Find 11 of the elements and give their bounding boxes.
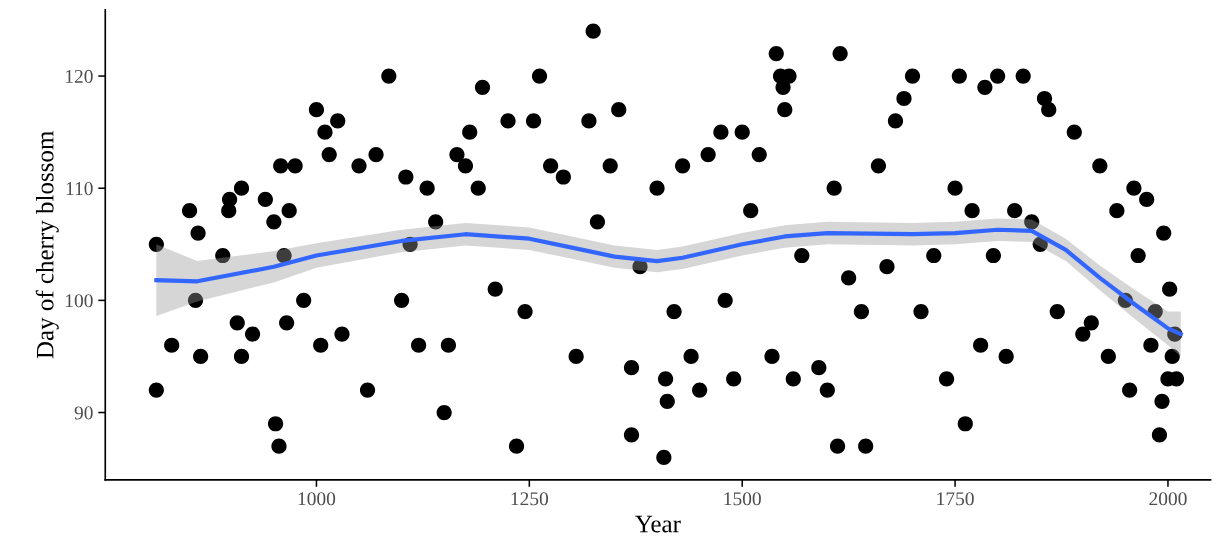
y-axis-title: Day of cherry blossom [35, 131, 59, 359]
y-tick-label: 120 [66, 69, 93, 83]
y-tick-label: 100 [66, 294, 93, 308]
y-tick-label: 90 [74, 406, 93, 420]
x-tick-label: 1750 [937, 492, 974, 506]
x-tick-label: 1250 [511, 492, 549, 506]
x-tick-label: 1000 [298, 492, 336, 506]
x-tick-label: 1500 [724, 492, 761, 506]
y-tick-label: 110 [66, 182, 93, 196]
x-tick-label: 2000 [1149, 492, 1187, 506]
x-axis-title: Year [635, 515, 681, 533]
